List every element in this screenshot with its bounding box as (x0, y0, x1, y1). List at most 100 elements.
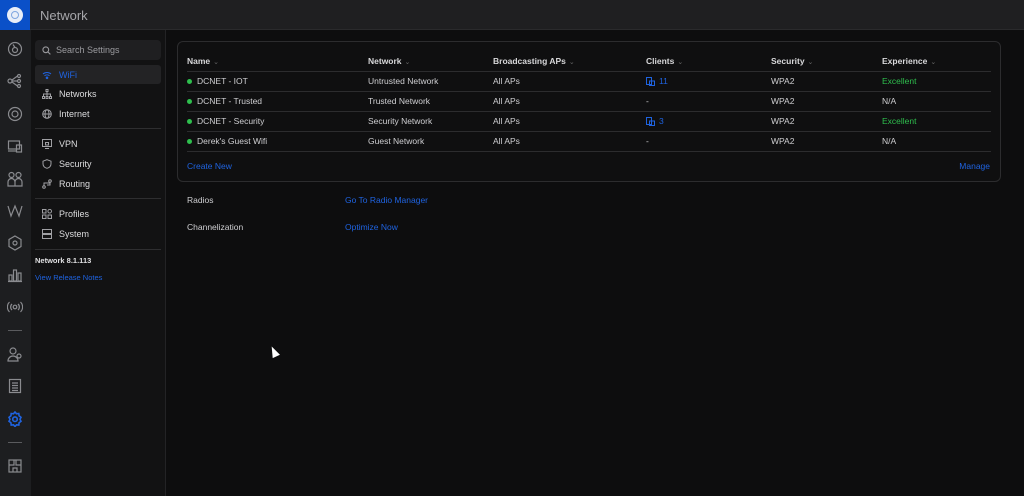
wifi-networks-card: Name ⌄ Network ⌄ Broadcasting APs ⌄ Clients… (177, 41, 1001, 182)
topology-icon[interactable] (7, 73, 23, 89)
status-dot (187, 119, 192, 125)
innerspace-icon[interactable] (7, 458, 23, 474)
shield-icon (42, 158, 52, 169)
experience-cell: N/A (882, 91, 991, 112)
sidebar-divider (35, 249, 161, 250)
status-dot (187, 139, 192, 145)
devices-icon[interactable] (7, 106, 23, 122)
column-header-network[interactable]: Network ⌄ (368, 52, 493, 72)
sidebar-divider (35, 198, 161, 199)
search-settings-input[interactable]: Search Settings (35, 40, 161, 60)
radios-label: Radios (187, 195, 214, 205)
chevron-down-icon: ⌄ (213, 59, 220, 67)
clients-cell: - (646, 91, 771, 112)
column-header-clients[interactable]: Clients ⌄ (646, 52, 771, 72)
optimize-now-link[interactable]: Optimize Now (345, 222, 398, 232)
radio-icon[interactable] (6, 299, 24, 315)
clients-cell[interactable]: 3 (646, 111, 771, 132)
network-cell: Untrusted Network (368, 71, 493, 92)
aps-cell: All APs (493, 131, 646, 152)
settings-icon[interactable] (7, 410, 23, 428)
sidebar-item-wifi[interactable]: WiFi (35, 65, 161, 84)
sidebar-item-label: Profiles (59, 208, 90, 219)
wifi-icon (42, 71, 52, 79)
sidebar-item-label: VPN (59, 138, 78, 149)
sidebar-item-system[interactable]: System (35, 224, 161, 243)
network-cell: Guest Network (368, 131, 493, 152)
chevron-down-icon: ⌄ (930, 59, 937, 67)
client-device-icon (646, 117, 655, 127)
clients-icon[interactable] (7, 171, 23, 187)
sidebar-divider (35, 128, 161, 129)
sidebar-item-vpn[interactable]: VPN (35, 134, 161, 153)
table-row[interactable]: DCNET - IOT Untrusted Network All APs 11… (187, 71, 991, 92)
settings-sidebar: Search Settings WiFi Networks Internet V… (31, 30, 166, 496)
unifi-logo[interactable] (0, 0, 30, 30)
create-new-button[interactable]: Create New (187, 161, 232, 171)
sidebar-item-routing[interactable]: Routing (35, 174, 161, 193)
aps-cell: All APs (493, 91, 646, 112)
globe-icon (42, 108, 52, 119)
dashboard-icon[interactable] (7, 41, 23, 57)
chevron-down-icon: ⌄ (568, 59, 575, 67)
status-dot (187, 79, 192, 85)
admins-icon[interactable] (7, 346, 23, 362)
experience-cell: Excellent (882, 111, 991, 132)
security-cell: WPA2 (771, 111, 882, 132)
column-header-experience[interactable]: Experience ⌄ (882, 52, 991, 72)
rail-divider (8, 330, 22, 331)
integrations-icon[interactable] (7, 235, 23, 251)
statistics-icon[interactable] (7, 267, 23, 283)
table-row[interactable]: DCNET - Trusted Trusted Network All APs … (187, 91, 991, 112)
version-label: Network 8.1.113 (35, 256, 92, 265)
experience-cell: Excellent (882, 71, 991, 92)
logs-icon[interactable] (7, 378, 23, 394)
insights-icon[interactable] (7, 203, 23, 219)
experience-cell: N/A (882, 131, 991, 152)
profiles-icon (42, 208, 52, 219)
client-device-icon (646, 77, 655, 87)
table-row[interactable]: DCNET - Security Security Network All AP… (187, 111, 991, 132)
wifi-name: DCNET - Security (197, 116, 265, 126)
vpn-icon (42, 138, 52, 149)
client-devices-icon[interactable] (7, 138, 23, 154)
release-notes-link[interactable]: View Release Notes (35, 273, 103, 282)
sidebar-item-networks[interactable]: Networks (35, 84, 161, 103)
sidebar-item-internet[interactable]: Internet (35, 104, 161, 123)
networks-icon (42, 88, 52, 99)
sidebar-item-label: Internet (59, 108, 90, 119)
mouse-cursor (268, 344, 280, 359)
clients-cell: - (646, 131, 771, 152)
manage-button[interactable]: Manage (959, 161, 990, 171)
wifi-table: Name ⌄ Network ⌄ Broadcasting APs ⌄ Clients… (187, 52, 991, 152)
sidebar-item-label: WiFi (59, 69, 77, 80)
security-cell: WPA2 (771, 71, 882, 92)
app-title: Network (40, 8, 88, 23)
routing-icon (42, 178, 52, 189)
status-dot (187, 99, 192, 105)
top-bar: Network (0, 0, 1024, 30)
sidebar-item-label: System (59, 228, 90, 239)
sidebar-item-label: Networks (59, 88, 97, 99)
network-cell: Trusted Network (368, 91, 493, 112)
system-icon (42, 228, 52, 239)
clients-cell[interactable]: 11 (646, 71, 771, 92)
wifi-name: DCNET - IOT (197, 76, 248, 86)
security-cell: WPA2 (771, 91, 882, 112)
column-header-broadcasting-aps[interactable]: Broadcasting APs ⌄ (493, 52, 646, 72)
column-header-security[interactable]: Security ⌄ (771, 52, 882, 72)
radio-manager-link[interactable]: Go To Radio Manager (345, 195, 429, 205)
wifi-name: DCNET - Trusted (197, 96, 263, 106)
aps-cell: All APs (493, 71, 646, 92)
sidebar-item-profiles[interactable]: Profiles (35, 204, 161, 223)
search-placeholder: Search Settings (56, 45, 120, 55)
nav-rail (0, 30, 31, 496)
wifi-name: Derek's Guest Wifi (197, 136, 268, 146)
table-row[interactable]: Derek's Guest Wifi Guest Network All APs… (187, 131, 991, 152)
chevron-down-icon: ⌄ (404, 59, 411, 67)
column-header-name[interactable]: Name ⌄ (187, 52, 368, 72)
search-icon (42, 45, 51, 55)
table-header: Name ⌄ Network ⌄ Broadcasting APs ⌄ Clients… (187, 52, 991, 72)
sidebar-item-security[interactable]: Security (35, 154, 161, 173)
aps-cell: All APs (493, 111, 646, 132)
